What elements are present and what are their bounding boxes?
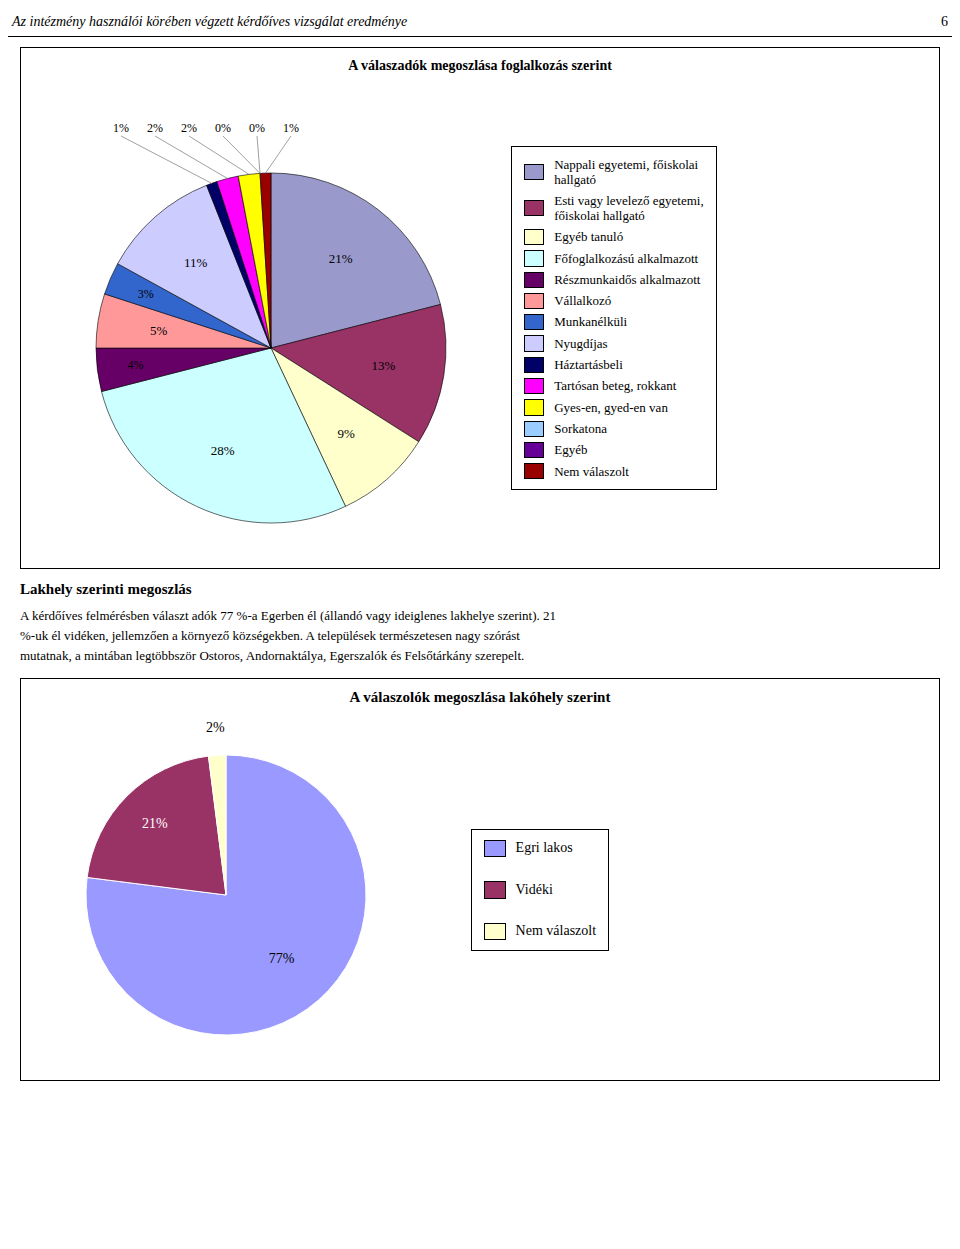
svg-text:28%: 28% xyxy=(211,443,235,458)
html-text:Egri lakos: Egri lakos xyxy=(515,840,573,856)
html-text:Tartósan beteg, rokkant: Tartósan beteg, rokkant xyxy=(554,378,677,394)
html-text:Egyéb tanuló: Egyéb tanuló xyxy=(554,229,624,245)
svg-text:2%: 2% xyxy=(206,720,225,735)
html-text:Esti vagy levelező egyetemi,: Esti vagy levelező egyetemi, xyxy=(554,192,704,208)
svg-text:21%: 21% xyxy=(142,816,168,831)
svg-text:77%: 77% xyxy=(269,951,295,966)
svg-text:13%: 13% xyxy=(371,358,395,373)
html-text:Részmunkaidős alkalmazott: Részmunkaidős alkalmazott xyxy=(554,271,701,287)
html-text:Egyéb: Egyéb xyxy=(554,442,588,458)
html-text:Nem válaszolt: Nem válaszolt xyxy=(515,923,597,938)
svg-text:2%: 2% xyxy=(181,121,197,135)
html-text:A kérdőíves felmérésben válasz: A kérdőíves felmérésben választ adók 77 … xyxy=(20,608,556,623)
html-text:hallgató: hallgató xyxy=(554,172,597,188)
html-text:Főfoglalkozású alkalmazott: Főfoglalkozású alkalmazott xyxy=(554,250,699,266)
html-text:Vállalkozó: Vállalkozó xyxy=(554,293,612,309)
svg-text:3%: 3% xyxy=(138,287,154,301)
svg-text:11%: 11% xyxy=(184,255,208,270)
html-text:Háztartásbeli: Háztartásbeli xyxy=(554,357,623,372)
html-text:Sorkatona: Sorkatona xyxy=(554,420,607,436)
html-text:Nappali egyetemi, főiskolai: Nappali egyetemi, főiskolai xyxy=(554,156,699,172)
html-text:%-uk él vidéken, jellemzően a: %-uk él vidéken, jellemzően a környező k… xyxy=(20,628,520,643)
html-text:Nyugdíjas: Nyugdíjas xyxy=(554,335,608,351)
svg-text:0%: 0% xyxy=(215,121,231,135)
svg-text:1%: 1% xyxy=(283,121,299,135)
svg-text:0%: 0% xyxy=(249,121,265,135)
svg-text:1%: 1% xyxy=(113,121,129,135)
html-text:A válaszolók megoszlása lakóhe: A válaszolók megoszlása lakóhely szerint xyxy=(349,689,611,705)
html-text:Munkanélküli: Munkanélküli xyxy=(554,314,628,330)
html-text:Vidéki: Vidéki xyxy=(515,881,553,897)
svg-text:21%: 21% xyxy=(329,251,353,266)
html-text:Nem válaszolt: Nem válaszolt xyxy=(554,463,629,479)
html-text:A válaszadók megoszlása foglal: A válaszadók megoszlása foglalkozás szer… xyxy=(348,58,612,73)
html-text:főiskolai hallgató: főiskolai hallgató xyxy=(554,208,645,224)
svg-text:9%: 9% xyxy=(338,426,356,441)
html-text:Az intézmény használói körében: Az intézmény használói körében végzett k… xyxy=(12,14,408,29)
html-text:Lakhely szerinti megoszlás: Lakhely szerinti megoszlás xyxy=(20,581,192,597)
html-text:6: 6 xyxy=(941,14,948,29)
html-text:mutatnak, a mintában legtöbbsz: mutatnak, a mintában legtöbbször Ostoros… xyxy=(20,648,525,663)
svg-text:4%: 4% xyxy=(128,358,144,372)
svg-text:5%: 5% xyxy=(150,323,168,338)
svg-text:2%: 2% xyxy=(147,121,163,135)
html-text:Gyes-en, gyed-en van: Gyes-en, gyed-en van xyxy=(554,399,668,415)
